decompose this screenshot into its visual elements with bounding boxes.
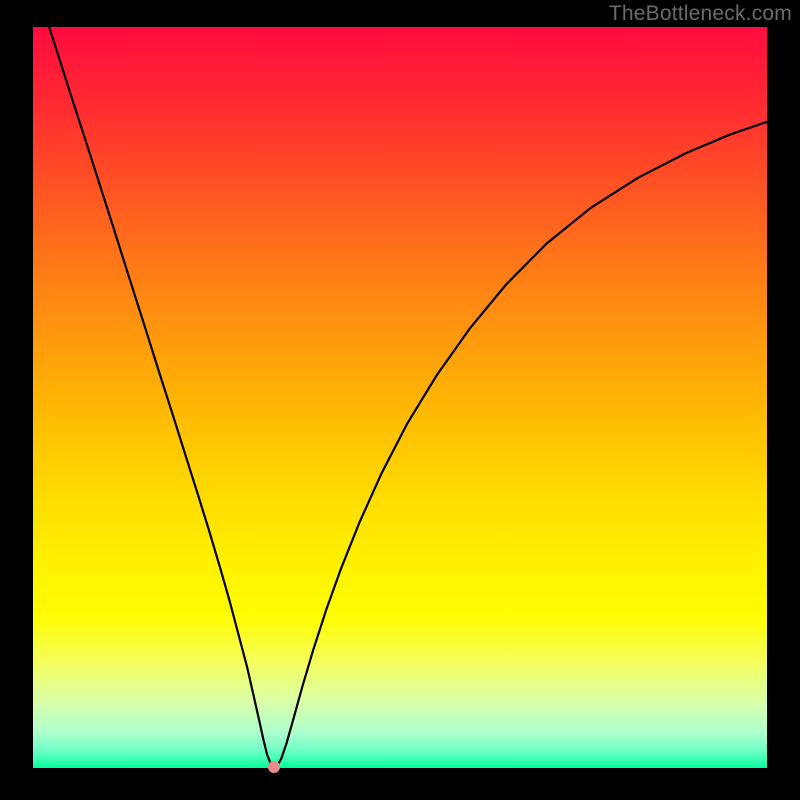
chart-frame: TheBottleneck.com (0, 0, 800, 800)
plot-area (33, 27, 767, 768)
well-marker (268, 761, 280, 773)
plot-svg (33, 27, 767, 768)
gradient-background (33, 27, 767, 768)
watermark-text: TheBottleneck.com (609, 2, 792, 26)
